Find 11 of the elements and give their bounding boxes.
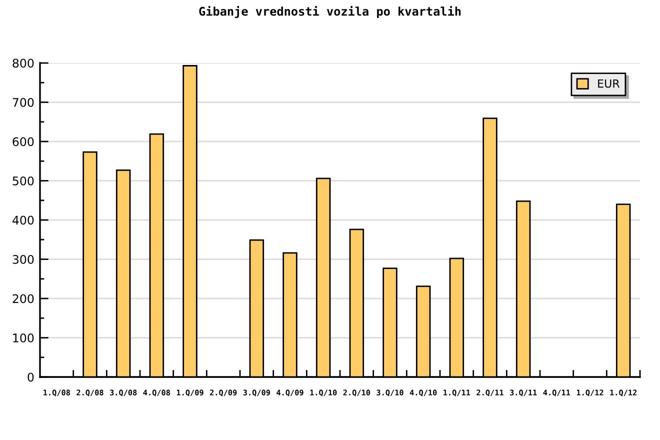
y-tick-label: 300 <box>12 254 34 264</box>
y-tick-label: 100 <box>13 333 34 342</box>
y-tick-label: 500 <box>12 176 34 186</box>
chart-title: Gibanje vrednosti vozila po kvartalih <box>199 6 461 18</box>
y-tick-label: 400 <box>12 216 34 225</box>
y-tick-label: 600 <box>12 137 34 146</box>
y-tick-label: 0 <box>28 372 34 382</box>
legend-label: EUR <box>598 80 620 88</box>
y-tick-label: 800 <box>12 58 34 68</box>
y-tick-label: 200 <box>12 294 34 304</box>
y-tick-label: 700 <box>12 98 34 107</box>
